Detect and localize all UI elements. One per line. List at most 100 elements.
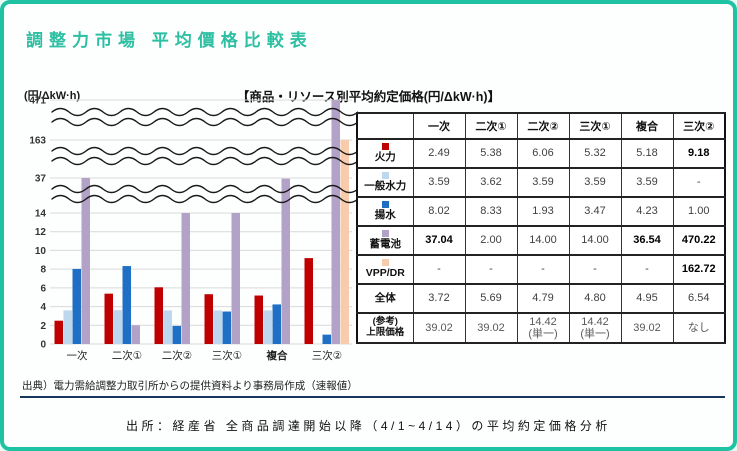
row-label: 揚水 — [356, 196, 414, 227]
table-value-cell: - — [412, 254, 466, 285]
table-column-header: 二次② — [516, 112, 570, 140]
table-row: 一般水力 3.59 3.62 3.59 3.59 3.59- — [356, 167, 726, 198]
bar-蓄電池 — [81, 177, 90, 344]
bar-火力 — [254, 295, 263, 344]
bar-蓄電池 — [331, 100, 340, 345]
y-axis-tick-label: 14 — [35, 209, 47, 220]
table-value-cell: 470.22 — [672, 225, 726, 256]
table-value-cell: 5.69 — [464, 283, 518, 314]
y-axis-tick-label: 163 — [29, 136, 46, 147]
axis-break-wave — [51, 194, 358, 204]
table-value-cell: 3.47 — [568, 196, 622, 227]
y-axis-tick-label: 2 — [40, 321, 46, 332]
table-column-header: 三次① — [568, 112, 622, 140]
table-value-cell: 14.42 (単一) — [568, 311, 622, 345]
table-row: 全体 3.72 5.69 4.79 4.80 4.95 6.54 — [356, 283, 726, 314]
table-value-cell: - — [464, 254, 518, 285]
bar-揚水 — [322, 334, 331, 344]
bar-一般水力 — [63, 310, 72, 344]
table-value-cell: 3.59 — [568, 167, 622, 198]
row-label: 蓄電池 — [356, 225, 414, 256]
table-value-cell: - — [516, 254, 570, 285]
table-value-cell: 3.72 — [412, 283, 466, 314]
x-axis-category-label: 二次② — [162, 349, 192, 362]
table-value-cell: 4.95 — [620, 283, 674, 314]
table-value-cell: 6.54 — [672, 283, 726, 314]
table-column-header: 複合 — [620, 112, 674, 140]
table-value-cell: 5.38 — [464, 138, 518, 169]
bar-蓄電池 — [231, 213, 240, 344]
axis-break-wave — [51, 184, 358, 194]
table-corner-cell — [356, 112, 414, 140]
bottom-caption: 出所：経産省 全商品調達開始以降（4/1~4/14）の平均約定価格分析 — [126, 419, 611, 433]
y-axis-tick-label: 6 — [40, 283, 46, 294]
bar-揚水 — [72, 268, 81, 344]
table-value-cell: 1.00 — [672, 196, 726, 227]
table-value-cell: - — [620, 254, 674, 285]
bar-火力 — [54, 320, 63, 344]
table-row: (参考) 上限価格 39.02 39.02 14.42 (単一) 14.42 (単一) 3… — [356, 311, 726, 345]
table-value-cell: 5.32 — [568, 138, 622, 169]
axis-break-wave — [51, 117, 358, 127]
table-value-cell: 162.72 — [672, 254, 726, 285]
y-axis-tick-label: 0 — [40, 340, 46, 351]
bar-一般水力 — [263, 310, 272, 344]
y-axis-tick-label: 37 — [35, 174, 47, 185]
y-axis-unit-label: (円/ΔkW·h) — [24, 90, 81, 102]
table-value-cell: 37.04 — [412, 225, 466, 256]
bar-火力 — [104, 293, 113, 344]
legend-swatch-icon — [381, 201, 389, 209]
bar-揚水 — [222, 311, 231, 344]
row-label: 全体 — [356, 283, 414, 314]
table-value-cell: 3.59 — [412, 167, 466, 198]
table-value-cell: - — [672, 167, 726, 198]
y-axis-tick-label: 12 — [35, 227, 47, 238]
table-column-header: 二次① — [464, 112, 518, 140]
table-header-row: 一次 二次① 二次② 三次① 複合 三次② — [356, 112, 726, 140]
table-row: VPP/DR - - - - -162.72 — [356, 254, 726, 285]
price-table: 一次 二次① 二次② 三次① 複合 三次② 火力 2.49 5.38 6.06 5.32 5.18 9.… — [356, 112, 726, 345]
table-value-cell: 9.18 — [672, 138, 726, 169]
table-value-cell: 3.62 — [464, 167, 518, 198]
legend-swatch-icon — [381, 259, 389, 267]
row-label: 一般水力 — [356, 167, 414, 198]
bar-揚水 — [122, 266, 131, 344]
table-row: 火力 2.49 5.38 6.06 5.32 5.18 9.18 — [356, 138, 726, 169]
table-value-cell: 14.00 — [568, 225, 622, 256]
price-bar-chart: 0 2 4 6 8 10 12 14 37 163 471 一次 二次① 二次② 三次① 複合 三次② — [29, 96, 358, 362]
row-label: 火力 — [356, 138, 414, 169]
legend-swatch-icon — [381, 230, 389, 238]
table-value-cell: 8.33 — [464, 196, 518, 227]
y-axis-tick-label: 4 — [40, 302, 46, 313]
table-row: 蓄電池 37.04 2.00 14.00 14.00 36.54 470.22 — [356, 225, 726, 256]
x-axis-category-label: 一次 — [67, 349, 88, 362]
table-column-header: 三次② — [672, 112, 726, 140]
table-value-cell: - — [568, 254, 622, 285]
table-value-cell: 4.80 — [568, 283, 622, 314]
table-value-cell: 14.42 (単一) — [516, 311, 570, 345]
table-value-cell: 6.06 — [516, 138, 570, 169]
source-note: 出典）電力需給調整力取引所からの提供資料より事務局作成（速報値） — [22, 380, 358, 392]
x-axis-category-label: 三次② — [312, 349, 342, 362]
x-axis-category-label: 二次① — [112, 349, 142, 362]
bar-蓄電池 — [131, 325, 140, 344]
table-value-cell: 3.59 — [620, 167, 674, 198]
y-axis-tick-label: 10 — [35, 246, 47, 257]
table-row: 揚水 8.02 8.33 1.93 3.47 4.23 1.00 — [356, 196, 726, 227]
bar-一般水力 — [113, 310, 122, 344]
bar-揚水 — [272, 304, 281, 344]
legend-swatch-icon — [381, 172, 389, 180]
y-axis-tick-label: 471 — [29, 96, 46, 107]
table-value-cell: なし — [672, 311, 726, 345]
table-value-cell: 1.93 — [516, 196, 570, 227]
bar-火力 — [204, 294, 213, 344]
x-axis-category-label: 三次① — [212, 349, 242, 362]
bar-火力 — [154, 287, 163, 344]
table-value-cell: 5.18 — [620, 138, 674, 169]
x-axis-category-label: 複合 — [266, 349, 288, 362]
table-value-cell: 8.02 — [412, 196, 466, 227]
axis-break-wave — [51, 156, 358, 166]
table-value-cell: 39.02 — [412, 311, 466, 345]
bar-揚水 — [172, 325, 181, 344]
